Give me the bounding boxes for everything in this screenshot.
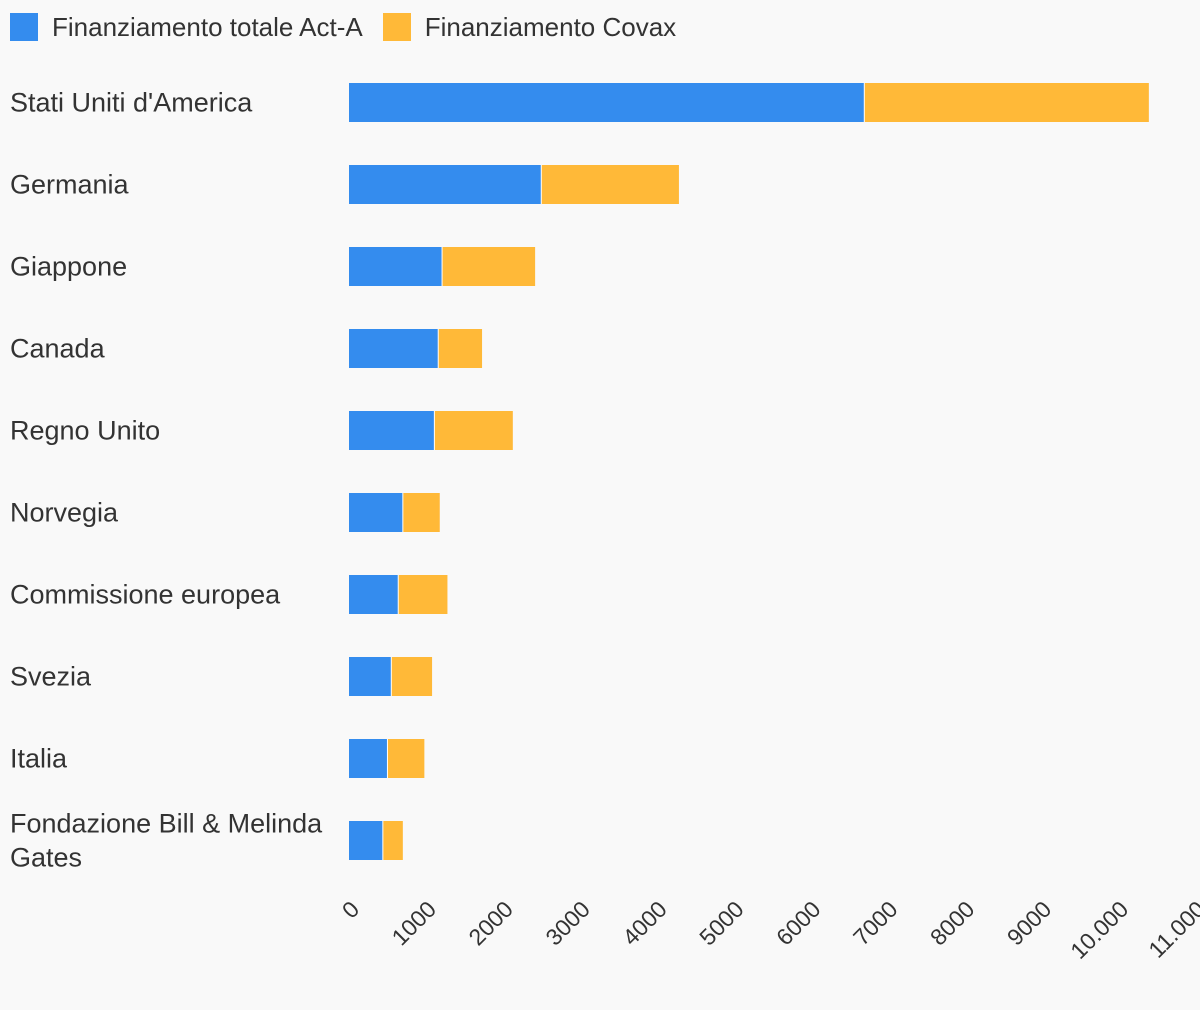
category-label-regno-unito: Regno Unito	[10, 416, 160, 446]
x-tick-label-8000: 8000	[925, 896, 980, 951]
x-tick-label-0: 0	[337, 896, 364, 923]
x-tick-label-2000: 2000	[463, 896, 518, 951]
x-tick-label-1000: 1000	[387, 896, 442, 951]
bar-italia-covax[interactable]	[387, 739, 425, 778]
legend-label-act-a: Finanziamento totale Act-A	[52, 12, 363, 42]
category-label-italia: Italia	[10, 744, 68, 774]
x-tick-label-7000: 7000	[848, 896, 903, 951]
bar-commissione-europea-covax[interactable]	[398, 575, 448, 614]
x-tick-label-11000: 11.000	[1143, 896, 1200, 963]
bar-commissione-europea-act-a[interactable]	[349, 575, 399, 614]
bar-svezia-act-a[interactable]	[349, 657, 392, 696]
bar-fondazione-bill-melinda-gates-covax[interactable]	[382, 821, 403, 860]
category-label-norvegia: Norvegia	[10, 498, 119, 528]
x-tick-label-4000: 4000	[617, 896, 672, 951]
bar-regno-unito-act-a[interactable]	[349, 411, 435, 450]
legend-label-covax: Finanziamento Covax	[424, 12, 677, 42]
bar-germania-act-a[interactable]	[349, 165, 542, 204]
category-label-germania: Germania	[10, 170, 130, 200]
category-label-svezia: Svezia	[10, 662, 92, 692]
bar-stati-uniti-d-america-covax[interactable]	[864, 83, 1149, 122]
legend-swatch-covax	[382, 13, 411, 41]
bar-norvegia-act-a[interactable]	[349, 493, 403, 532]
bar-norvegia-covax[interactable]	[402, 493, 440, 532]
bar-regno-unito-covax[interactable]	[434, 411, 513, 450]
bar-italia-act-a[interactable]	[349, 739, 388, 778]
x-tick-label-5000: 5000	[694, 896, 749, 951]
bar-svezia-covax[interactable]	[391, 657, 433, 696]
x-axis-tick-labels: 0 1000 2000 3000 4000 5000 6000 7000 8000 9000 10.…	[337, 896, 1200, 964]
category-labels: Stati Uniti d'America Germania Giappone Can…	[10, 88, 323, 873]
category-label-giappone: Giappone	[10, 252, 127, 282]
x-tick-label-9000: 9000	[1002, 896, 1057, 951]
legend-item-covax[interactable]: Finanziamento Covax	[382, 9, 677, 45]
chart-legend: Finanziamento totale Act-A Finanziamento…	[10, 9, 696, 45]
bar-stati-uniti-d-america-act-a[interactable]	[349, 83, 865, 122]
x-tick-label-6000: 6000	[771, 896, 826, 951]
legend-item-act-a[interactable]: Finanziamento totale Act-A	[10, 9, 363, 45]
category-label-commissione-europea: Commissione europea	[10, 580, 281, 610]
bar-giappone-covax[interactable]	[442, 247, 536, 286]
x-tick-label-10000: 10.000	[1065, 896, 1133, 964]
category-label-canada: Canada	[10, 334, 106, 364]
bar-canada-covax[interactable]	[438, 329, 483, 368]
bar-canada-act-a[interactable]	[349, 329, 439, 368]
bar-germania-covax[interactable]	[541, 165, 679, 204]
x-tick-label-3000: 3000	[540, 896, 595, 951]
bar-fondazione-bill-melinda-gates-act-a[interactable]	[349, 821, 383, 860]
category-label-stati-uniti-d-america: Stati Uniti d'America	[10, 88, 253, 118]
legend-swatch-act-a	[10, 13, 38, 41]
bars	[349, 83, 1149, 860]
bar-giappone-act-a[interactable]	[349, 247, 443, 286]
category-label-fondazione-bill-melinda-gates: Fondazione Bill & Melinda Gates	[10, 809, 323, 873]
